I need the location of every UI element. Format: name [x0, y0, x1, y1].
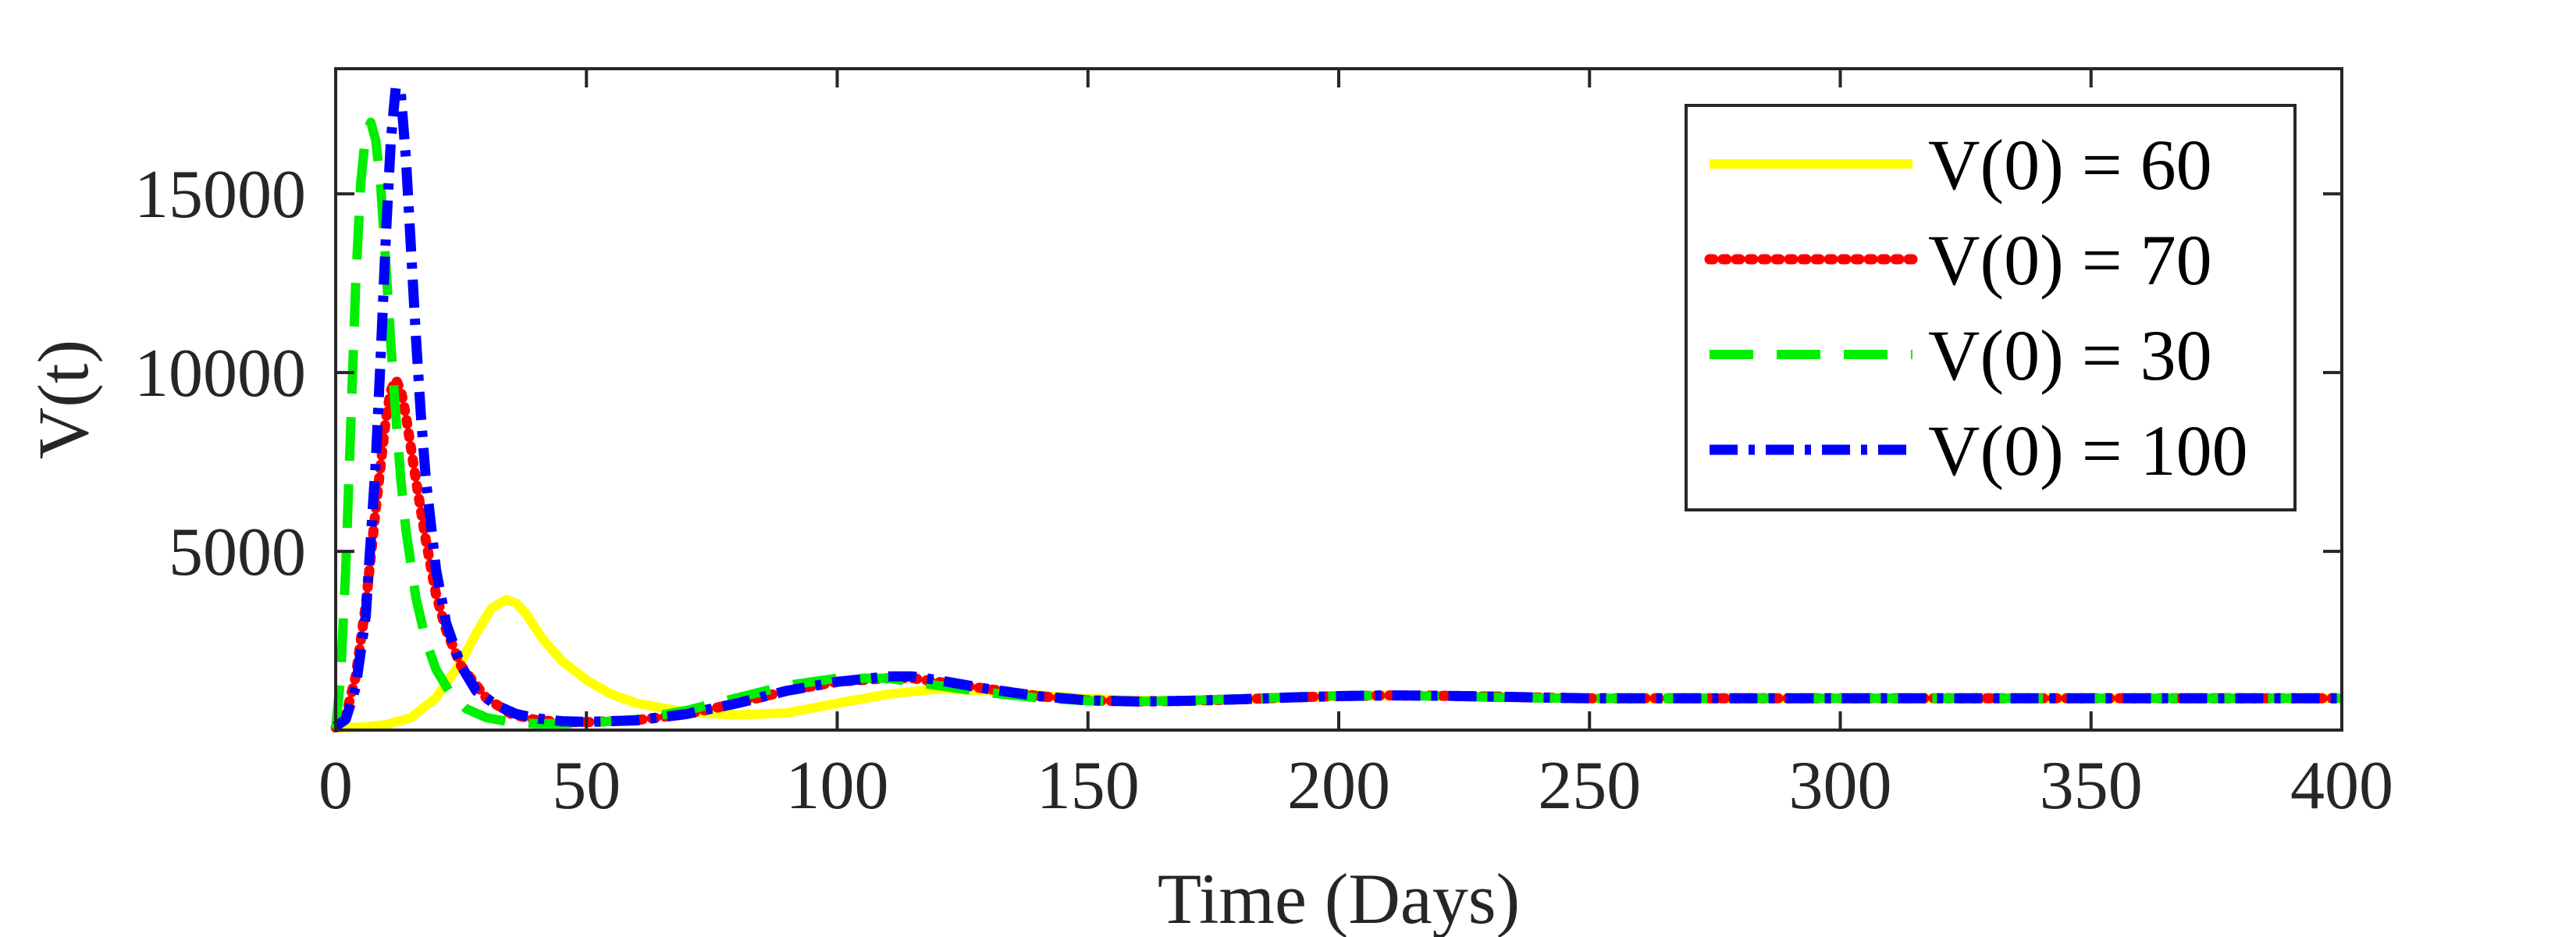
- x-tick-label: 200: [1287, 748, 1390, 824]
- x-tick-label: 0: [318, 748, 353, 824]
- x-tick-label: 50: [552, 748, 621, 824]
- legend-label-2: V(0) = 70: [1928, 220, 2212, 300]
- x-tick-label: 400: [2290, 748, 2393, 824]
- x-tick-label: 300: [1789, 748, 1892, 824]
- legend-label-4: V(0) = 100: [1928, 411, 2248, 490]
- series-line-4: [333, 81, 2342, 731]
- y-tick-label: 5000: [169, 515, 306, 590]
- tick-layer: 0 50 100 150 200 250 300 350 400 5000 10000 15000: [134, 69, 2393, 824]
- x-tick-label: 250: [1538, 748, 1641, 824]
- legend-label-3: V(0) = 30: [1928, 315, 2212, 395]
- x-tick-label: 350: [2040, 748, 2143, 824]
- x-tick-label: 100: [786, 748, 889, 824]
- legend: V(0) = 60 V(0) = 70 V(0) = 30 V(0) = 100: [1685, 104, 2297, 511]
- x-axis-label: Time (Days): [1158, 859, 1520, 937]
- series-layer: [330, 81, 2347, 733]
- y-axis-label: V(t): [23, 340, 103, 459]
- y-tick-label: 10000: [134, 336, 306, 411]
- legend-box: [1685, 104, 2297, 511]
- x-tick-label: 150: [1037, 748, 1140, 824]
- y-tick-label: 15000: [134, 157, 306, 233]
- legend-label-1: V(0) = 60: [1928, 125, 2212, 205]
